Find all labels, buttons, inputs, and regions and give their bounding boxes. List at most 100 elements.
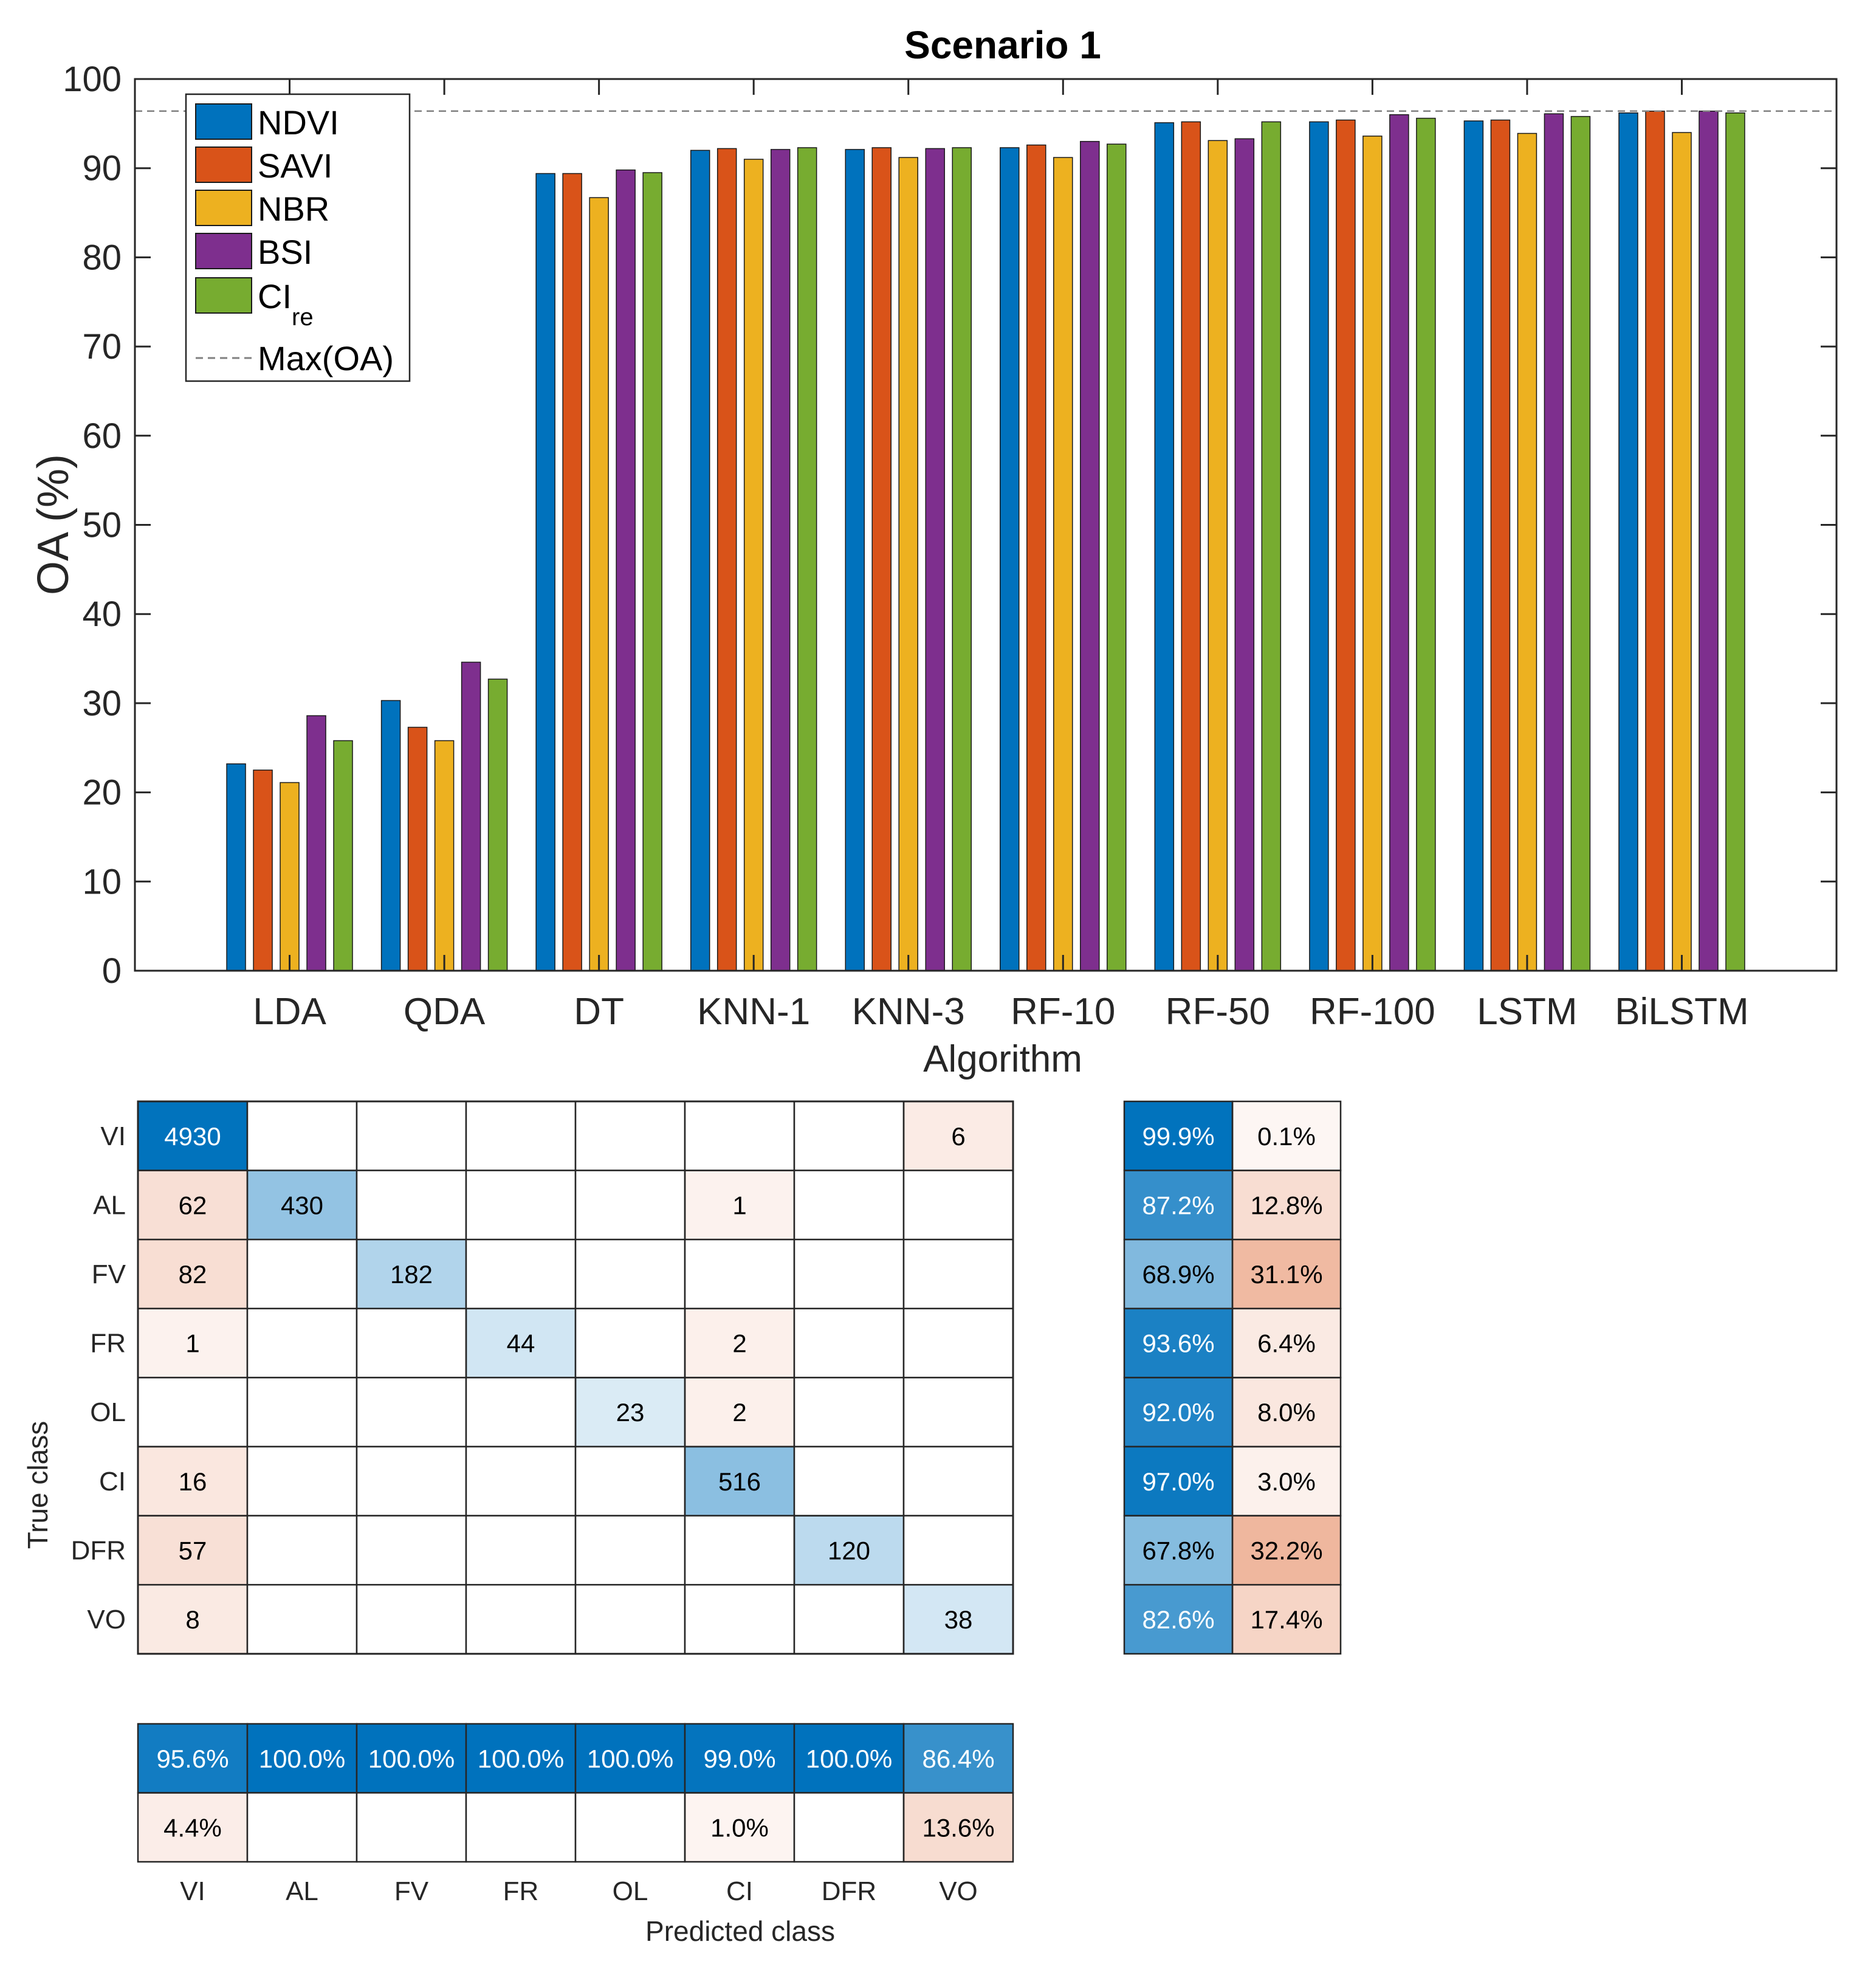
- bar-nbr-lda: [280, 782, 300, 971]
- true-class-label: FR: [90, 1329, 126, 1359]
- matrix-cell: [574, 1169, 686, 1241]
- matrix-cell: [246, 1238, 358, 1310]
- matrix-cell: [137, 1169, 249, 1241]
- column-summary-incorrect-cell: [793, 1792, 905, 1863]
- bar-ci-rf-100: [1416, 117, 1436, 971]
- x-axis-label: Algorithm: [923, 1038, 1082, 1080]
- matrix-cell: [137, 1377, 249, 1448]
- bar-nbr-bilstm: [1672, 132, 1692, 971]
- bar-bsi-qda: [461, 661, 481, 971]
- bar-savi-lda: [253, 770, 273, 971]
- y-tick-label: 0: [102, 951, 122, 991]
- row-summary-correct-value: 68.9%: [1142, 1260, 1214, 1289]
- matrix-cell: [684, 1100, 795, 1171]
- series-bsi: [306, 111, 1719, 971]
- matrix-cell: [902, 1515, 1014, 1586]
- bar-ci-lstm: [1570, 115, 1591, 971]
- plot-area-border: [134, 78, 1838, 972]
- matrix-cell: [465, 1445, 577, 1517]
- column-summary-correct-value: 100.0%: [478, 1744, 564, 1773]
- matrix-cell: [684, 1583, 795, 1655]
- bar-ndvi-dt: [535, 173, 555, 971]
- row-summary-correct-value: 82.6%: [1142, 1605, 1214, 1634]
- bar-savi-knn-3: [871, 147, 892, 971]
- column-summary-correct-value: 86.4%: [922, 1744, 994, 1773]
- row-summary-incorrect-cell: [1231, 1583, 1342, 1655]
- row-summary-correct-cell: [1123, 1100, 1234, 1171]
- bar-savi-knn-1: [716, 148, 737, 971]
- matrix-cell: [684, 1238, 795, 1310]
- matrix-cell: [793, 1100, 905, 1171]
- matrix-cell-value: 430: [281, 1191, 323, 1219]
- matrix-cell-value: 8: [185, 1605, 199, 1634]
- y-tick-label: 30: [82, 684, 122, 723]
- matrix-cell: [246, 1445, 358, 1517]
- column-summary-incorrect-cell: [684, 1792, 795, 1863]
- series-savi: [253, 111, 1665, 971]
- legend-swatch: [195, 277, 252, 314]
- matrix-cell: [137, 1238, 249, 1310]
- predicted-class-label: FR: [503, 1876, 539, 1906]
- matrix-cell-value: 82: [179, 1260, 207, 1289]
- bar-bsi-knn-3: [925, 148, 945, 971]
- matrix-cell-value: 120: [828, 1536, 870, 1565]
- matrix-border: [137, 1100, 1014, 1655]
- matrix-cell-value: 2: [732, 1398, 746, 1427]
- true-class-axis-label: True class: [22, 1421, 53, 1549]
- bar-bsi-lstm: [1544, 113, 1564, 971]
- chart-title: Scenario 1: [904, 23, 1101, 67]
- bar-ci-lda: [333, 740, 353, 971]
- bar-ndvi-lda: [226, 763, 246, 971]
- bar-nbr-qda: [434, 740, 455, 971]
- row-summary-incorrect-value: 6.4%: [1257, 1329, 1316, 1358]
- x-tick-label: LDA: [253, 991, 326, 1033]
- true-class-label: OL: [90, 1397, 126, 1427]
- column-summary-incorrect-cell: [356, 1792, 467, 1863]
- legend-swatch: [195, 146, 252, 183]
- row-summary-incorrect-value: 31.1%: [1250, 1260, 1322, 1289]
- matrix-cell-value: 62: [179, 1191, 207, 1219]
- bar-ci-rf-50: [1261, 121, 1282, 971]
- predicted-class-label: CI: [726, 1876, 753, 1906]
- row-summary-incorrect-cell: [1231, 1445, 1342, 1517]
- column-summary-incorrect-value: 1.0%: [710, 1813, 769, 1842]
- column-summary-correct-cell: [684, 1723, 795, 1794]
- matrix-cell: [684, 1445, 795, 1517]
- matrix-cell-value: 6: [951, 1122, 965, 1151]
- y-tick-label: 40: [82, 594, 122, 634]
- x-axis-tick-labels: LDA QDA DT KNN-1 KNN-3 RF-10 RF-50 RF-100 LSTM Bi…: [253, 79, 1749, 1033]
- bar-ci-knn-3: [952, 147, 972, 971]
- column-summary-correct-cell: [356, 1723, 467, 1794]
- row-summary-incorrect-value: 8.0%: [1257, 1398, 1316, 1427]
- true-class-label: DFR: [71, 1535, 126, 1565]
- column-summary-incorrect-cell: [574, 1792, 686, 1863]
- matrix-cell: [793, 1583, 905, 1655]
- column-summary-correct-value: 100.0%: [259, 1744, 345, 1773]
- column-summary-incorrect-cell: [902, 1792, 1014, 1863]
- legend-swatch: [195, 190, 252, 226]
- y-tick-label: 90: [82, 149, 122, 188]
- column-summary-incorrect-value: 4.4%: [163, 1813, 222, 1842]
- legend-item-nbr: NBR: [195, 190, 329, 228]
- matrix-cell: [465, 1377, 577, 1448]
- matrix-cell: [137, 1445, 249, 1517]
- row-summary-incorrect-cell: [1231, 1100, 1342, 1171]
- legend-label-subscript: re: [292, 304, 314, 331]
- row-summary-correct-cell: [1123, 1307, 1234, 1379]
- legend-label: BSI: [258, 233, 312, 271]
- bar-ndvi-knn-3: [845, 149, 865, 971]
- bar-savi-rf-10: [1026, 144, 1046, 971]
- x-tick-label: DT: [574, 991, 624, 1033]
- row-summary-correct-value: 67.8%: [1142, 1536, 1214, 1565]
- legend-swatch: [195, 103, 252, 140]
- matrix-cell: [246, 1377, 358, 1448]
- y-tick-label: 80: [82, 238, 122, 277]
- bar-savi-qda: [407, 726, 428, 971]
- y-tick-label: 70: [82, 327, 122, 367]
- matrix-cell: [684, 1169, 795, 1241]
- matrix-cell: [684, 1307, 795, 1379]
- bar-ci-dt: [642, 172, 662, 971]
- matrix-cell: [246, 1169, 358, 1241]
